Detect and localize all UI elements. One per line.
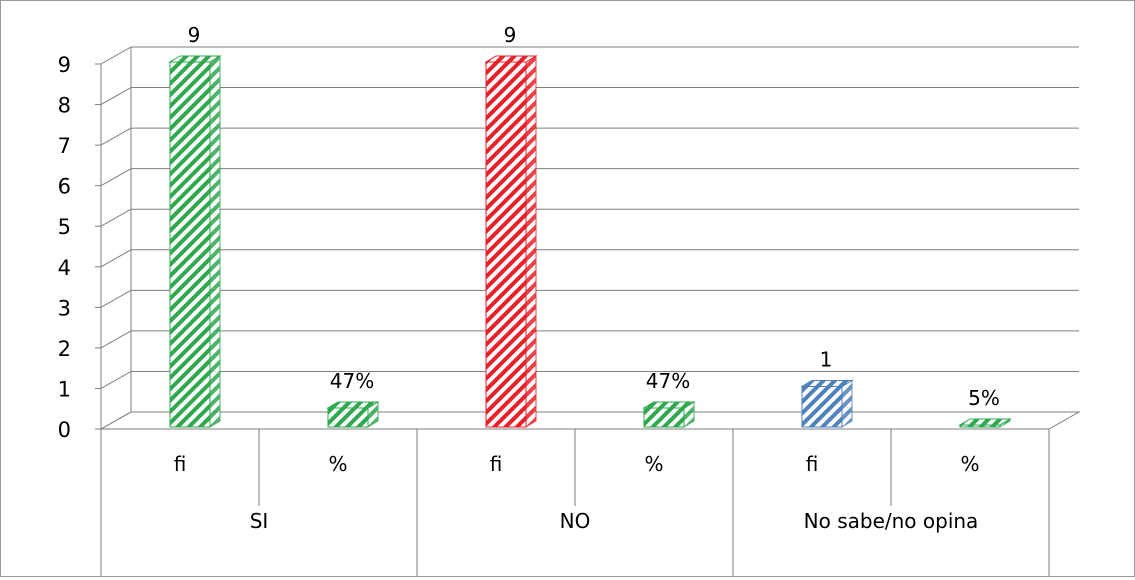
bar-si- (326, 401, 380, 428)
y-tick-label: 8 (58, 94, 71, 118)
bar-no-sabe-no-opina- (958, 418, 1012, 428)
bar-side (209, 55, 221, 428)
bar-front (801, 385, 843, 428)
group-label: SI (250, 509, 269, 533)
sub-label: fi (806, 452, 819, 476)
data-label: 47% (646, 369, 690, 393)
sub-label: fi (490, 452, 503, 476)
bar-si-fi (168, 55, 222, 428)
labels: SI fi 9% 47% NO fi 9% 47% No sabe/no opina fi 1% 5% (174, 23, 1000, 533)
bar-no-fi (484, 55, 538, 428)
bar-top (642, 401, 696, 409)
y-tick-label: 1 (58, 377, 71, 401)
side-wall-line-3 (100, 289, 132, 308)
y-tick-label: 3 (58, 296, 71, 320)
side-wall-line-2 (100, 330, 132, 349)
side-wall-line-8 (100, 87, 132, 105)
axes: 0 1 2 3 4 5 6 7 8 9 (58, 47, 1081, 578)
data-label: 9 (504, 23, 517, 47)
bar-no- (642, 401, 696, 428)
bar-front (485, 61, 527, 428)
gridlines (100, 46, 1079, 430)
bar-side (841, 379, 853, 428)
bar-front (169, 61, 211, 428)
y-tick-label: 2 (58, 337, 71, 361)
y-tick-label: 5 (58, 215, 71, 239)
side-wall-line-5 (100, 208, 132, 227)
side-wall-line-1 (100, 371, 132, 389)
bar-side (525, 55, 537, 428)
sub-label: % (644, 452, 663, 476)
y-tick-label: 9 (58, 53, 71, 77)
y-tick-label: 6 (58, 175, 71, 199)
sub-label: fi (174, 452, 187, 476)
side-wall-line-6 (100, 168, 132, 187)
bar-top (800, 379, 854, 387)
sub-label: % (960, 452, 979, 476)
bar-top (326, 401, 380, 409)
group-label: NO (560, 509, 591, 533)
group-label: No sabe/no opina (804, 509, 979, 533)
bar-top (958, 418, 1012, 426)
bar-no-sabe-no-opina-fi (800, 379, 854, 428)
bar-front (643, 407, 685, 428)
bars (168, 55, 1012, 428)
data-label: 5% (968, 386, 1000, 410)
y-tick-label: 7 (58, 134, 71, 158)
bar-top (168, 55, 222, 63)
floor (99, 411, 1081, 430)
data-label: 1 (820, 347, 833, 371)
bar-top (484, 55, 538, 63)
side-wall-line-9 (100, 46, 132, 65)
y-tick-label: 0 (58, 418, 71, 442)
bar-front (327, 407, 369, 428)
sub-label: % (328, 452, 347, 476)
data-label: 47% (330, 369, 374, 393)
data-label: 9 (188, 23, 201, 47)
side-wall-line-7 (100, 127, 132, 146)
y-tick-label: 4 (58, 256, 71, 280)
side-wall-line-4 (100, 249, 132, 268)
